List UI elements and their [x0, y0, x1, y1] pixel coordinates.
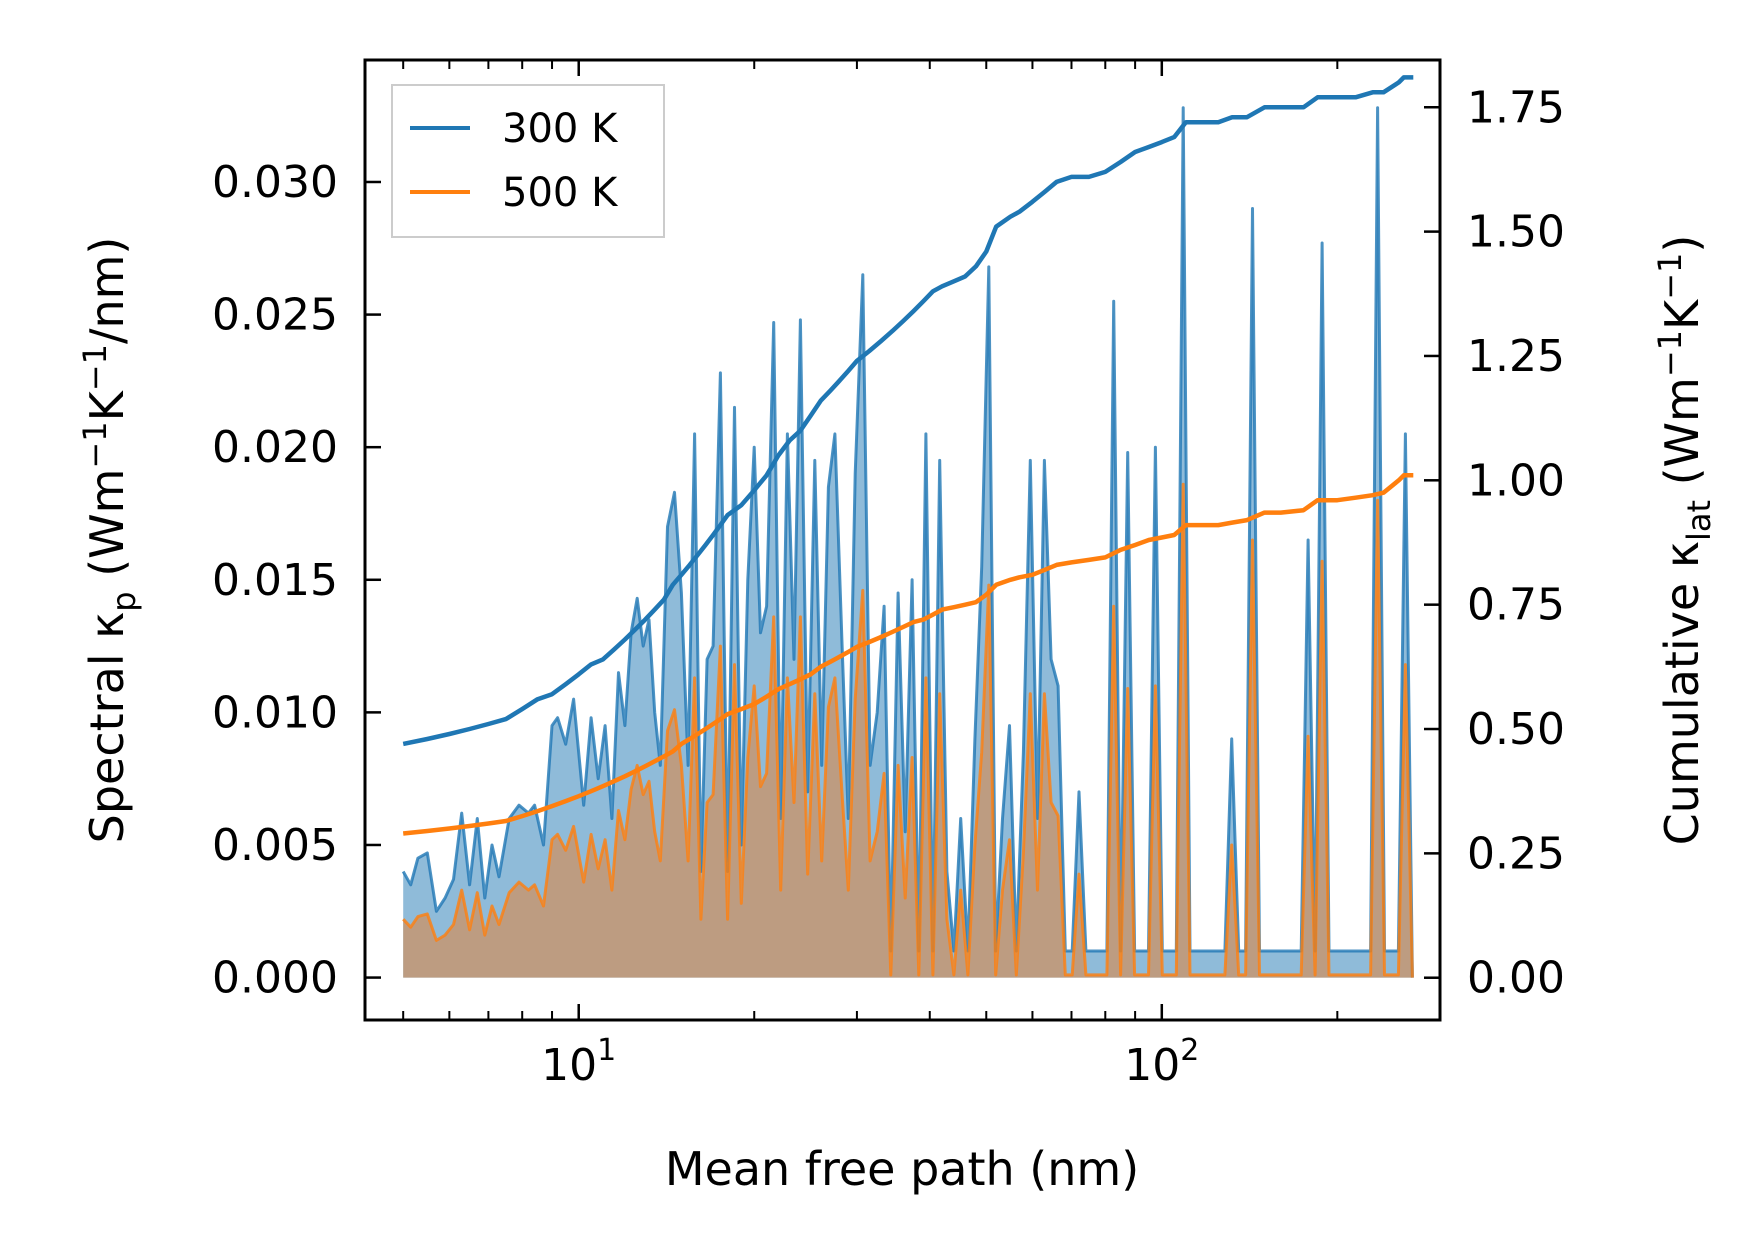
y-right-tick-label: 1.25 [1467, 331, 1565, 382]
y-left-tick-label: 0.015 [212, 555, 338, 606]
x-tick-label: 101 [541, 1033, 616, 1091]
y-right-tick-label: 0.00 [1467, 953, 1565, 1004]
cumulative-lines [402, 75, 1414, 836]
x-axis-label: Mean free path (nm) [665, 1142, 1139, 1196]
tick-marks [365, 60, 1440, 1020]
y-right-tick-label: 1.50 [1467, 207, 1565, 258]
tick-labels: 101 102 0.000 0.005 0.010 0.015 0.020 0.025 0.03… [212, 82, 1565, 1091]
spectral-line-500k [402, 482, 1414, 978]
y-right-tick-label: 0.75 [1467, 580, 1565, 631]
y-left-tick-label: 0.010 [212, 687, 338, 738]
y-right-tick-label: 0.50 [1467, 704, 1565, 755]
y-right-tick-label: 1.00 [1467, 455, 1565, 506]
y-axis-label-left: Spectral κp (Wm−1K−1/nm) [76, 237, 143, 844]
y-left-tick-label: 0.025 [212, 290, 338, 341]
legend-label-300k: 300 K [502, 106, 619, 152]
y-right-tick-label: 1.75 [1467, 82, 1565, 133]
plot-frame [363, 58, 1442, 1022]
legend-box [391, 84, 665, 238]
y-left-tick-label: 0.005 [212, 820, 338, 871]
y-left-tick-label: 0.030 [212, 157, 338, 208]
y-right-tick-label: 0.25 [1467, 828, 1565, 879]
x-tick-label: 102 [1124, 1033, 1199, 1091]
spectral-fill-500k [403, 484, 1413, 978]
cumulative-line-300k [402, 75, 1414, 747]
y-left-tick-label: 0.000 [212, 953, 338, 1004]
legend-label-500k: 500 K [502, 170, 619, 216]
spectral-lines [401, 106, 1414, 978]
legend: 300 K 500 K [391, 84, 665, 238]
y-left-tick-label: 0.020 [212, 422, 338, 473]
cumulative-line-500k [402, 473, 1414, 836]
y-axis-label-right: Cumulative κlat (Wm−1K−1) [1651, 235, 1718, 846]
